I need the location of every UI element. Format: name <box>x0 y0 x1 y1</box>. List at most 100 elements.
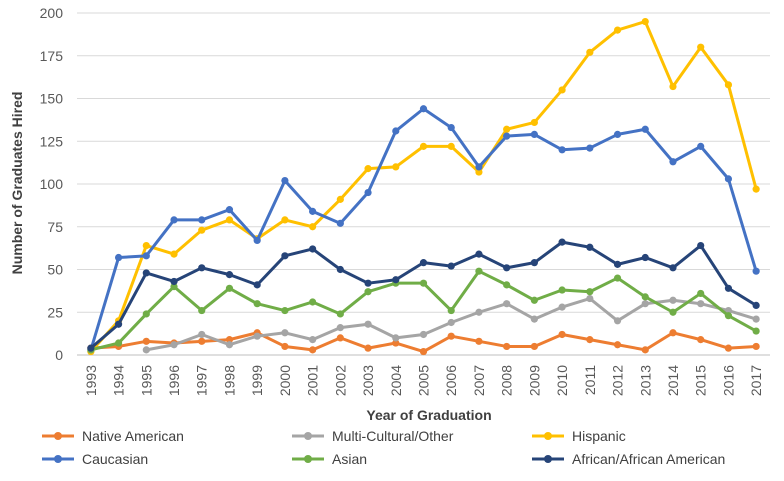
data-point <box>336 265 344 274</box>
x-tick-label: 1995 <box>138 365 154 396</box>
data-point <box>142 252 150 260</box>
data-point <box>253 300 261 308</box>
data-point <box>225 341 234 349</box>
legend-swatch-marker <box>544 432 552 440</box>
data-point <box>198 330 206 339</box>
data-point <box>586 144 594 152</box>
data-point <box>530 118 538 127</box>
data-point <box>613 26 622 34</box>
series-group <box>87 105 760 354</box>
x-tick-label: 2011 <box>582 365 598 395</box>
data-point <box>613 274 622 282</box>
data-point <box>724 312 733 320</box>
data-point <box>309 336 317 344</box>
data-point <box>558 86 566 94</box>
data-point <box>586 243 594 251</box>
data-point <box>530 342 538 351</box>
y-tick-label: 25 <box>47 304 63 320</box>
data-point <box>142 241 150 250</box>
data-point <box>253 236 261 245</box>
data-point <box>697 241 705 250</box>
x-tick-label: 2002 <box>332 365 348 396</box>
data-point <box>752 301 760 310</box>
data-point <box>364 188 372 197</box>
x-tick-label: 2008 <box>499 365 515 396</box>
data-point <box>558 286 566 294</box>
y-tick-label: 150 <box>40 91 64 107</box>
data-point <box>724 284 733 292</box>
data-point <box>503 132 511 140</box>
data-point <box>447 262 455 270</box>
data-point <box>447 142 455 150</box>
x-tick-label: 2006 <box>443 365 459 396</box>
x-tick-labels: 1993 1994 1995 1996 1997 1998 1999 2000 2001 2002… <box>83 365 764 396</box>
data-point <box>752 315 760 323</box>
data-point <box>309 346 317 354</box>
data-point <box>475 308 483 316</box>
data-point <box>752 342 760 351</box>
data-point <box>558 303 566 311</box>
data-point <box>697 43 705 51</box>
data-point <box>558 238 566 246</box>
data-point <box>114 339 123 347</box>
data-point <box>586 336 594 344</box>
data-point <box>475 168 483 176</box>
legend-label: African/African American <box>572 451 725 467</box>
legend-label: Asian <box>332 451 367 467</box>
data-point <box>475 337 483 345</box>
legend-swatch-marker <box>54 455 62 463</box>
data-point <box>503 300 511 308</box>
legend-label: Hispanic <box>572 428 626 444</box>
data-point <box>503 125 511 133</box>
y-tick-label: 100 <box>40 176 64 192</box>
x-tick-label: 2004 <box>388 365 404 396</box>
data-point <box>142 337 150 345</box>
data-point <box>669 296 677 304</box>
y-tick-label: 50 <box>47 262 63 278</box>
gridlines <box>77 12 770 356</box>
data-point <box>281 252 289 260</box>
data-point <box>392 163 400 171</box>
data-point <box>697 142 705 150</box>
data-point <box>641 253 649 262</box>
x-tick-label: 2015 <box>693 365 709 396</box>
data-point <box>586 48 594 56</box>
data-point <box>641 346 649 354</box>
x-tick-label: 2007 <box>471 365 487 396</box>
data-point <box>447 306 455 315</box>
x-axis-title: Year of Graduation <box>366 407 491 423</box>
data-point <box>641 17 649 26</box>
data-point <box>503 281 511 289</box>
legend-item: Hispanic <box>532 428 626 444</box>
data-point <box>392 276 400 284</box>
legend-swatch-marker <box>54 432 62 440</box>
y-tick-label: 175 <box>40 48 64 64</box>
data-point <box>114 320 123 328</box>
data-point <box>336 334 344 342</box>
x-tick-label: 1997 <box>194 365 210 396</box>
data-point <box>309 298 317 306</box>
data-point <box>641 125 649 133</box>
x-tick-label: 2001 <box>305 365 321 396</box>
x-tick-label: 2014 <box>665 365 681 396</box>
x-tick-label: 1996 <box>166 365 182 396</box>
data-point <box>170 216 178 224</box>
legend-item: African/African American <box>532 451 725 467</box>
legend-item: Native American <box>42 428 184 444</box>
x-tick-label: 2010 <box>554 365 570 396</box>
data-point <box>336 324 344 332</box>
data-point <box>170 341 178 349</box>
legend: Native American Multi-Cultural/Other Hispa… <box>42 428 725 467</box>
data-point <box>364 165 372 173</box>
data-point <box>669 264 677 272</box>
data-point <box>225 336 234 344</box>
x-tick-label: 2016 <box>720 365 736 396</box>
data-point <box>142 310 150 318</box>
legend-item: Caucasian <box>42 451 148 467</box>
data-point <box>336 310 344 318</box>
data-point <box>225 216 234 224</box>
data-point <box>752 185 760 193</box>
data-point <box>419 347 428 356</box>
legend-label: Multi-Cultural/Other <box>332 428 454 444</box>
